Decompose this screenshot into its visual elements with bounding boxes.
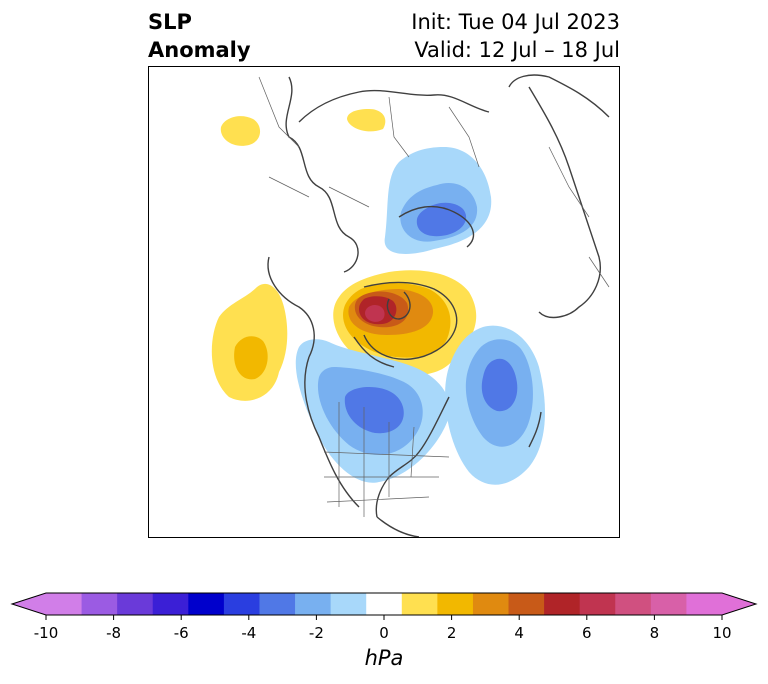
colorbar-bin xyxy=(188,593,225,615)
colorbar-bin xyxy=(437,593,474,615)
variable-name: SLP xyxy=(148,10,192,34)
colorbar-bin xyxy=(46,593,83,615)
colorbar-bin xyxy=(295,593,332,615)
colorbar-tick-label: 4 xyxy=(514,624,524,642)
colorbar-units: hPa xyxy=(364,646,404,670)
map-canvas xyxy=(211,74,610,537)
colorbar-tick-label: -10 xyxy=(33,624,59,642)
colorbar-bin xyxy=(117,593,154,615)
colorbar-bin xyxy=(686,593,723,615)
variable-type: Anomaly xyxy=(148,38,251,62)
colorbar-bin xyxy=(579,593,616,615)
colorbar-bin xyxy=(544,593,581,615)
political-borders xyxy=(258,76,610,517)
colorbar-tick-label: 0 xyxy=(379,624,389,642)
colorbar-tick-label: 2 xyxy=(446,624,457,642)
colorbar-extend-min xyxy=(12,593,46,615)
colorbar-bin xyxy=(223,593,260,615)
colorbar-tick-label: 6 xyxy=(582,624,592,642)
coastlines xyxy=(267,74,610,537)
plot-title: SLP Anomaly xyxy=(148,8,251,64)
greenland-high-pos6 xyxy=(365,305,385,322)
colorbar xyxy=(0,586,768,684)
colorbar-tick-label: -4 xyxy=(241,624,257,642)
colorbar-bin xyxy=(472,593,510,615)
colorbar-bin xyxy=(508,593,545,615)
colorbar-bin xyxy=(81,593,118,615)
alaska-high xyxy=(220,116,261,146)
atlantic-low-neg3 xyxy=(481,358,518,412)
colorbar-tick-label: -6 xyxy=(173,624,189,642)
forecast-dates: Init: Tue 04 Jul 2023 Valid: 12 Jul – 18… xyxy=(411,8,620,64)
colorbar-tick-label: 8 xyxy=(649,624,660,642)
colorbar-bin xyxy=(366,593,403,615)
anomaly-shading xyxy=(211,109,545,485)
colorbar-graphic xyxy=(10,592,758,620)
anomaly-map xyxy=(148,66,620,538)
na-low-neg3 xyxy=(344,387,404,434)
arctic-low-neg3 xyxy=(416,202,467,237)
colorbar-tick-label: 10 xyxy=(712,624,732,642)
colorbar-bin xyxy=(152,593,189,615)
valid-range: Valid: 12 Jul – 18 Jul xyxy=(414,38,620,62)
colorbar-bin xyxy=(401,593,438,615)
siberia-high xyxy=(347,109,386,132)
colorbar-bin xyxy=(330,593,367,615)
colorbar-tick-label: -2 xyxy=(308,624,324,642)
colorbar-extend-max xyxy=(722,593,756,615)
colorbar-bin xyxy=(650,593,687,615)
colorbar-bin xyxy=(259,593,296,615)
colorbar-tick-label: -8 xyxy=(106,624,122,642)
pacific-high-pos2 xyxy=(234,336,268,380)
colorbar-bin xyxy=(615,593,652,615)
init-date: Init: Tue 04 Jul 2023 xyxy=(411,10,620,34)
